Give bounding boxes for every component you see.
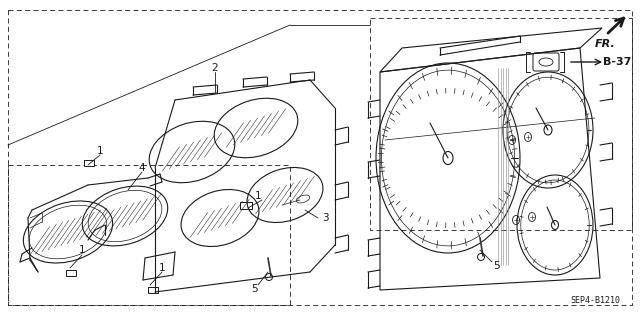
Text: 1: 1 [79,245,85,255]
Text: 5: 5 [252,284,259,294]
Text: 4: 4 [139,163,145,173]
Text: B-37: B-37 [603,57,631,67]
FancyBboxPatch shape [66,270,76,276]
FancyBboxPatch shape [533,53,559,71]
Text: 2: 2 [212,63,218,73]
Text: 3: 3 [322,213,328,223]
Text: 1: 1 [159,263,165,273]
Text: FR.: FR. [595,39,616,49]
Text: 5: 5 [493,261,500,271]
Text: 1: 1 [97,146,103,156]
Text: SEP4-B1210: SEP4-B1210 [570,296,620,305]
FancyBboxPatch shape [84,160,94,166]
FancyBboxPatch shape [148,287,158,293]
FancyBboxPatch shape [240,202,252,209]
Text: 1: 1 [255,191,261,201]
